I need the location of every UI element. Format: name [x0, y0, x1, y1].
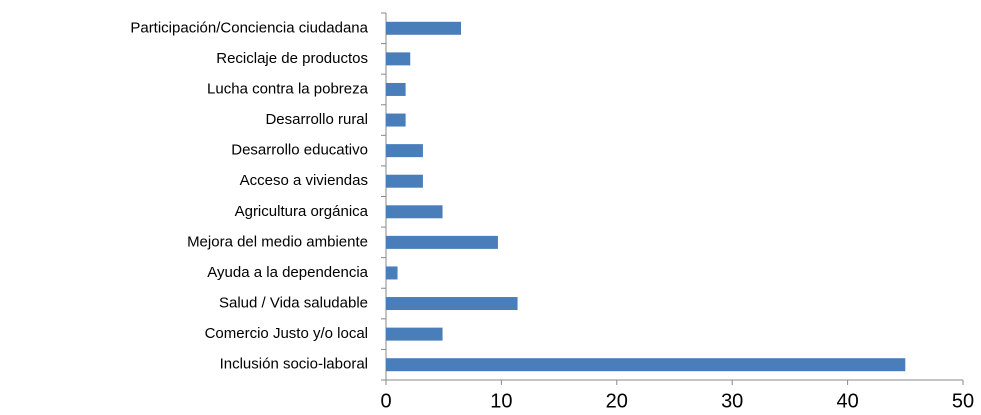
y-tick-label: Desarrollo educativo [231, 142, 368, 159]
bar [386, 113, 406, 127]
bar [386, 144, 423, 158]
y-tick-label: Mejora del medio ambiente [187, 233, 368, 250]
x-tick-label: 0 [380, 390, 391, 412]
bar [386, 205, 443, 219]
y-tick-label: Reciclaje de productos [216, 50, 368, 67]
bar [386, 82, 406, 96]
x-tick-label: 50 [952, 390, 974, 412]
bar [386, 52, 411, 66]
y-tick-label: Lucha contra la pobreza [207, 80, 369, 97]
y-tick-label: Acceso a viviendas [240, 172, 368, 189]
bar [386, 358, 906, 372]
bar [386, 235, 498, 249]
y-tick-label: Desarrollo rural [265, 111, 368, 128]
y-tick-label: Comercio Justo y/o local [205, 325, 368, 342]
x-tick-label: 30 [721, 390, 743, 412]
y-tick-label: Agricultura orgánica [235, 203, 369, 220]
bar [386, 174, 423, 188]
x-tick-label: 10 [490, 390, 512, 412]
x-tick-label: 20 [606, 390, 628, 412]
bar [386, 21, 462, 35]
y-tick-label: Salud / Vida saludable [219, 295, 368, 312]
bar [386, 266, 398, 280]
bar [386, 327, 443, 341]
x-tick-label: 40 [836, 390, 858, 412]
y-tick-label: Ayuda a la dependencia [207, 264, 368, 281]
bar [386, 297, 518, 311]
y-tick-label: Participación/Conciencia ciudadana [130, 19, 368, 36]
y-tick-label: Inclusión socio-laboral [220, 356, 368, 373]
